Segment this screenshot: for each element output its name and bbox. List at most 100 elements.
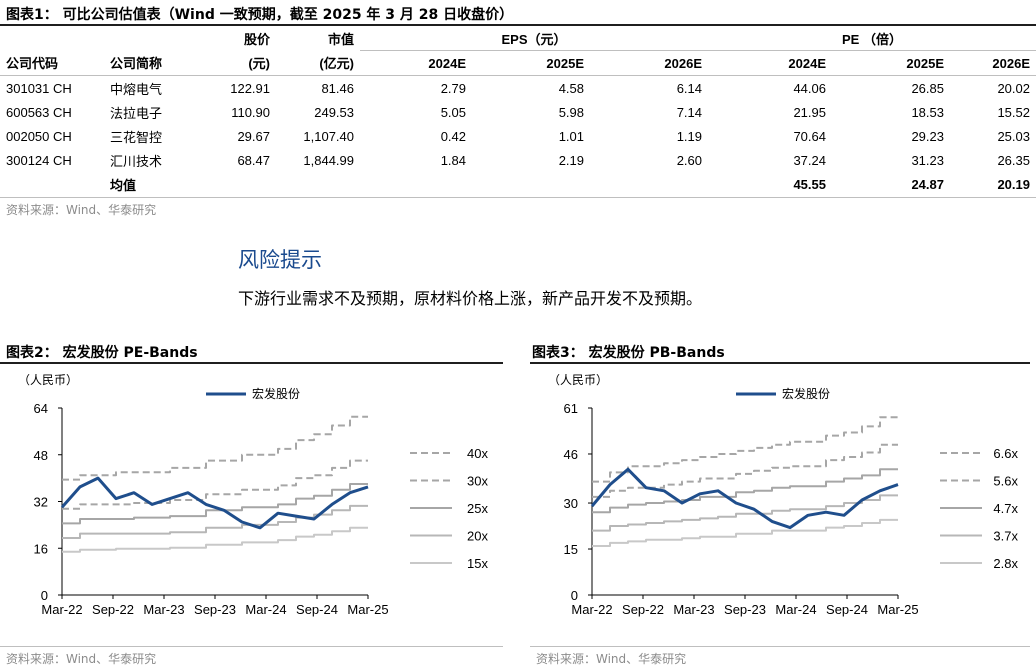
table-row: 301031 CH 中熔电气 122.91 81.46 2.79 4.58 6.… xyxy=(0,76,1036,100)
x-tick-label: Mar-22 xyxy=(571,602,612,617)
cell-pe: 70.64 xyxy=(793,128,826,144)
legend-label: 宏发股份 xyxy=(782,386,830,401)
legend-label: 15x xyxy=(467,556,488,571)
avg-pe: 24.87 xyxy=(911,176,944,192)
series-line-stock xyxy=(60,476,369,530)
y-tick-label: 46 xyxy=(564,447,578,462)
cell-mcap: 249.53 xyxy=(314,104,354,120)
cell-code: 300124 CH xyxy=(6,152,72,168)
cell-price: 110.90 xyxy=(231,104,270,120)
cell-code: 002050 CH xyxy=(6,128,72,144)
legend-label: 40x xyxy=(467,446,488,461)
col-pe-2024: 2024E xyxy=(788,55,826,71)
series-line-stock xyxy=(590,467,899,530)
cell-mcap: 1,107.40 xyxy=(303,128,354,144)
x-tick-label: Sep-23 xyxy=(194,602,236,617)
pb-bands-chart: （人民币） 0 15 30 46 61 Mar-22 Sep-22 Mar-23 Sep-23 Ma… xyxy=(548,373,1018,617)
cell-name: 法拉电子 xyxy=(110,105,163,121)
cell-pe: 18.53 xyxy=(911,104,944,120)
y-tick-label: 0 xyxy=(571,588,578,603)
avg-pe: 20.19 xyxy=(997,176,1030,192)
header-row-2: 公司代码 公司简称 (元) (亿元) 2024E 2025E 2026E 202… xyxy=(0,51,1036,76)
col-pe-2026: 2026E xyxy=(992,55,1030,71)
cell-pe: 29.23 xyxy=(911,128,944,144)
series-line-band xyxy=(62,415,368,481)
x-tick-label: Mar-23 xyxy=(673,602,714,617)
chart2-bottom-rule xyxy=(0,646,503,647)
cell-pe: 31.23 xyxy=(911,152,944,168)
col-code: 公司代码 xyxy=(6,56,59,72)
y-tick-label: 30 xyxy=(564,496,578,511)
risk-title: 风险提示 xyxy=(238,248,322,272)
chart3-title: 图表3： 宏发股份 PB-Bands xyxy=(532,345,725,361)
legend-label: 30x xyxy=(467,474,488,489)
series-line-band xyxy=(62,504,368,539)
average-row: 均值 45.55 24.87 20.19 xyxy=(0,172,1036,196)
x-tick-label: Mar-23 xyxy=(143,602,184,617)
x-tick-label: Mar-22 xyxy=(41,602,82,617)
y-tick-label: 32 xyxy=(34,495,48,510)
group-pe: PE （倍） xyxy=(708,26,1036,51)
series-line-band xyxy=(592,443,898,498)
x-tick-label: Mar-24 xyxy=(245,602,286,617)
series-line-band xyxy=(592,468,898,514)
cell-name: 三花智控 xyxy=(110,129,163,145)
table-row: 600563 CH 法拉电子 110.90 249.53 5.05 5.98 7… xyxy=(0,100,1036,124)
cell-name: 汇川技术 xyxy=(110,153,163,169)
avg-label: 均值 xyxy=(110,177,137,193)
series-line-band xyxy=(62,483,368,525)
cell-pe: 37.24 xyxy=(793,152,826,168)
legend-label: 6.6x xyxy=(993,446,1018,461)
cell-name: 中熔电气 xyxy=(110,81,163,97)
col-eps-2025: 2025E xyxy=(546,55,584,71)
cell-price: 122.91 xyxy=(230,80,270,96)
x-tick-label: Sep-24 xyxy=(296,602,338,617)
table-row: 002050 CH 三花智控 29.67 1,107.40 0.42 1.01 … xyxy=(0,124,1036,148)
legend-label: 5.6x xyxy=(993,474,1018,489)
col-price-unit: (元) xyxy=(248,56,270,72)
cell-eps: 6.14 xyxy=(676,80,702,96)
y-tick-label: 16 xyxy=(34,541,48,556)
cell-eps: 4.58 xyxy=(558,80,584,96)
legend-label: 3.7x xyxy=(993,529,1018,544)
series-line-band xyxy=(62,459,368,510)
y-tick-label: 15 xyxy=(564,542,578,557)
cell-pe: 25.03 xyxy=(997,128,1030,144)
chart3-top-rule xyxy=(530,362,1030,364)
pe-bands-chart: （人民币） 0 16 32 48 64 Mar-22 Sep-22 Mar-23 Sep-23 Ma… xyxy=(18,373,488,617)
legend-label: 4.7x xyxy=(993,501,1018,516)
cell-pe: 26.85 xyxy=(911,80,944,96)
cell-mcap: 81.46 xyxy=(321,80,354,96)
cell-eps: 5.05 xyxy=(440,104,466,120)
cell-pe: 20.02 xyxy=(997,80,1030,96)
header-row-1: 股价 市值 EPS（元） PE （倍） xyxy=(0,26,1036,51)
y-tick-label: 0 xyxy=(41,588,48,603)
col-pe-2025: 2025E xyxy=(906,55,944,71)
cell-eps: 2.19 xyxy=(558,152,584,168)
series-line-band xyxy=(592,416,898,483)
col-price: 股价 xyxy=(243,31,270,47)
y-tick-label: 48 xyxy=(34,448,48,463)
valuation-table: 股价 市值 EPS（元） PE （倍） 公司代码 公司简称 (元) (亿元) 2… xyxy=(0,26,1036,196)
cell-eps: 1.01 xyxy=(558,128,584,144)
legend-label: 2.8x xyxy=(993,556,1018,571)
col-name: 公司简称 xyxy=(110,56,163,72)
series-line-band xyxy=(592,518,898,547)
chart2-title: 图表2： 宏发股份 PE-Bands xyxy=(6,345,198,361)
series-line-band xyxy=(62,526,368,553)
y-tick-label: 64 xyxy=(34,401,48,416)
cell-mcap: 1,844.99 xyxy=(303,152,354,168)
cell-eps: 2.60 xyxy=(676,152,702,168)
table-source: 资料来源：Wind、华泰研究 xyxy=(6,203,157,217)
y-tick-label: 61 xyxy=(564,401,578,416)
x-tick-label: Sep-24 xyxy=(826,602,868,617)
col-eps-2026: 2026E xyxy=(664,55,702,71)
x-tick-label: Sep-22 xyxy=(622,602,664,617)
cell-pe: 15.52 xyxy=(997,104,1030,120)
col-mcap-unit: (亿元) xyxy=(319,56,354,72)
group-eps: EPS（元） xyxy=(360,26,708,51)
x-tick-label: Mar-25 xyxy=(877,602,918,617)
table-bottom-rule xyxy=(0,197,1036,198)
cell-eps: 1.19 xyxy=(676,128,702,144)
y-axis-label: （人民币） xyxy=(548,373,608,387)
